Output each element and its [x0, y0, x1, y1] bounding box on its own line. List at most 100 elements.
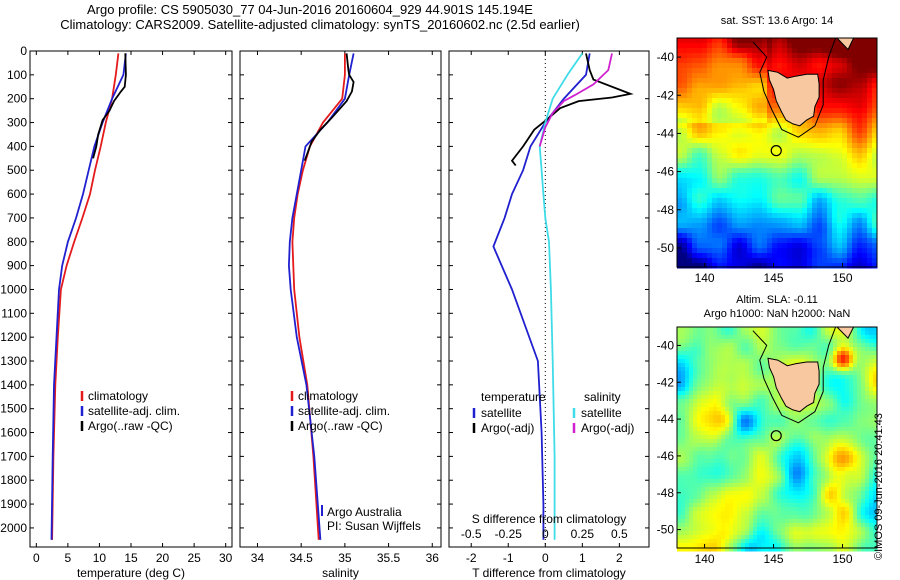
map-cell [862, 163, 868, 169]
map-cell [692, 38, 698, 44]
map-cell [862, 263, 868, 269]
map-cell [693, 403, 698, 408]
map-cell [817, 355, 822, 360]
map-cell [737, 63, 743, 69]
map-cell [837, 53, 843, 59]
map-cell [697, 343, 702, 348]
map-cell [869, 419, 874, 424]
map-cell [847, 223, 853, 229]
map-cell [829, 483, 834, 488]
map-cell [709, 403, 714, 408]
map-cell [769, 531, 774, 536]
map-cell [777, 459, 782, 464]
map-cell [857, 228, 863, 234]
map-cell [752, 123, 758, 129]
map-cell [847, 78, 853, 84]
map-cell [789, 343, 794, 348]
map-cell [747, 198, 753, 204]
map-cell [829, 491, 834, 496]
map-cell [785, 347, 790, 352]
map-cell [872, 38, 878, 44]
map-cell [827, 143, 833, 149]
map-cell [837, 543, 842, 548]
map-cell [782, 118, 788, 124]
map-cell [697, 58, 703, 64]
map-cell [692, 93, 698, 99]
map-cell [867, 128, 873, 134]
map-cell [817, 193, 823, 199]
map-cell [701, 471, 706, 476]
map-cell [721, 511, 726, 516]
map-cell [842, 103, 848, 109]
map-cell [853, 515, 858, 520]
map-cell [841, 407, 846, 412]
map-cell [849, 519, 854, 524]
map-cell [685, 427, 690, 432]
map-cell [729, 479, 734, 484]
map-cell [682, 38, 688, 44]
map-cell [745, 515, 750, 520]
map-cell [867, 158, 873, 164]
map-cell [821, 519, 826, 524]
map-cell [853, 535, 858, 540]
map-cell [849, 439, 854, 444]
map-cell [847, 98, 853, 104]
map-cell [709, 463, 714, 468]
map-cell [733, 331, 738, 336]
map-cell [861, 355, 866, 360]
map-cell [757, 43, 763, 49]
map-cell [842, 198, 848, 204]
map-cell [789, 543, 794, 548]
map-cell [733, 387, 738, 392]
map-cell [852, 68, 858, 74]
map-cell [785, 515, 790, 520]
map-cell [737, 359, 742, 364]
map-cell [725, 435, 730, 440]
map-cell [769, 383, 774, 388]
map-cell [847, 168, 853, 174]
map-cell [693, 387, 698, 392]
map-cell [709, 395, 714, 400]
map-cell [681, 419, 686, 424]
map-cell [773, 519, 778, 524]
map-cell [805, 487, 810, 492]
map-cell [817, 188, 823, 194]
map-cell [861, 515, 866, 520]
map-cell [701, 343, 706, 348]
map-cell [852, 208, 858, 214]
map-cell [722, 198, 728, 204]
map-cell [821, 503, 826, 508]
map-cell [793, 415, 798, 420]
map-cell [849, 431, 854, 436]
map-cell [767, 58, 773, 64]
map-cell [781, 423, 786, 428]
map-cell [687, 118, 693, 124]
map-cell [741, 495, 746, 500]
map-cell [729, 327, 734, 332]
map-cell [789, 511, 794, 516]
map-cell [713, 363, 718, 368]
map-cell [797, 479, 802, 484]
map-cell [709, 343, 714, 348]
map-cell [685, 375, 690, 380]
map-cell [707, 218, 713, 224]
map-cell [729, 431, 734, 436]
map-cell [802, 238, 808, 244]
map-cell [837, 335, 842, 340]
map-cell [733, 523, 738, 528]
map-cell [727, 203, 733, 209]
map-cell [782, 168, 788, 174]
map-cell [693, 427, 698, 432]
map-cell [769, 371, 774, 376]
map-cell [797, 447, 802, 452]
map-cell [849, 503, 854, 508]
map-cell [677, 519, 682, 524]
map-cell [781, 471, 786, 476]
map-cell [737, 128, 743, 134]
map-cell [737, 519, 742, 524]
map-cell [873, 455, 878, 460]
map-cell [801, 539, 806, 544]
map-cell [845, 547, 850, 552]
map-cell [812, 158, 818, 164]
map-cell [693, 515, 698, 520]
